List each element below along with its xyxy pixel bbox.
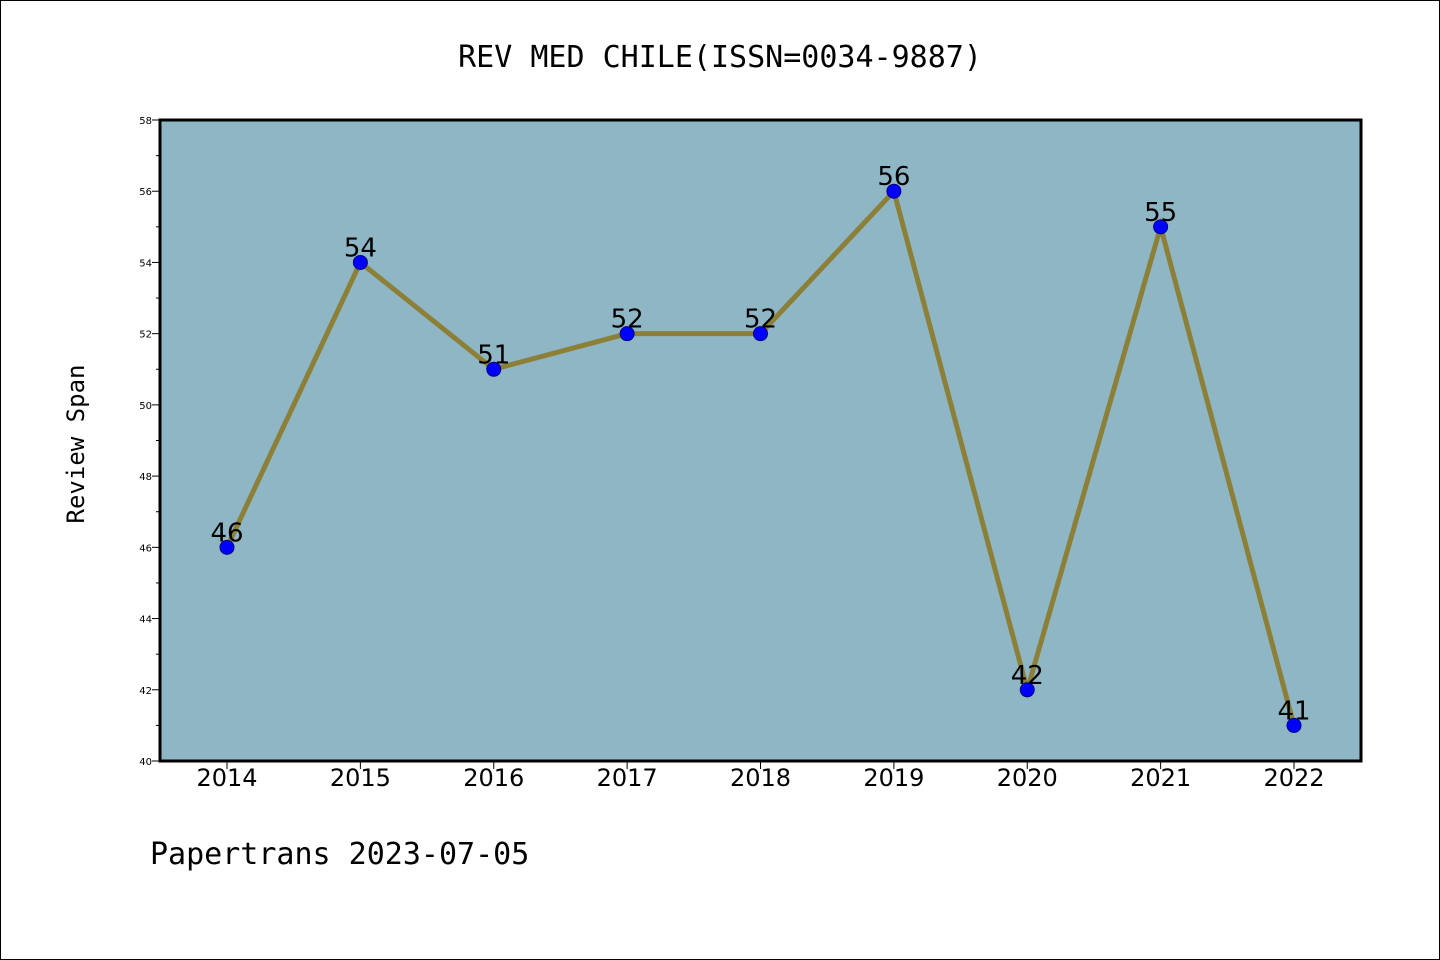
- series-markers-group: [219, 183, 1302, 733]
- x-tick-label: 2017: [597, 764, 658, 792]
- x-axis-ticks: 2014 2015 2016 2017 2018 2019 2020 2021 2022: [196, 761, 1325, 792]
- x-tick-label: 2022: [1263, 764, 1324, 792]
- y-tick-label: 54: [139, 258, 152, 269]
- data-label: 41: [1277, 696, 1310, 726]
- y-tick-label: 42: [139, 686, 152, 697]
- data-point: [619, 326, 635, 342]
- data-point: [352, 254, 368, 270]
- data-point: [1153, 219, 1169, 235]
- plot-border: [158, 118, 1363, 763]
- data-point: [886, 183, 902, 199]
- chart-title: REV MED CHILE(ISSN=0034-9887): [458, 40, 982, 75]
- y-tick-label: 48: [139, 472, 152, 483]
- data-point: [1286, 717, 1302, 733]
- data-label: 52: [611, 305, 644, 335]
- x-tick-label: 2015: [330, 764, 391, 792]
- data-label: 55: [1144, 198, 1177, 228]
- y-axis-ticks: 40 42 44 46 48 50 52 54 56 58: [139, 116, 160, 768]
- y-tick-label: 52: [139, 330, 152, 341]
- data-label: 51: [477, 340, 510, 370]
- y-tick-label: 46: [139, 543, 152, 554]
- x-tick-label: 2020: [997, 764, 1058, 792]
- x-tick-label: 2021: [1130, 764, 1191, 792]
- y-tick-label: 50: [139, 401, 152, 412]
- footer-credit: Papertrans 2023-07-05: [150, 837, 529, 872]
- y-axis-label: Review Span: [62, 365, 90, 524]
- x-tick-label: 2018: [730, 764, 791, 792]
- y-tick-label: 58: [139, 116, 152, 127]
- x-tick-label: 2019: [863, 764, 924, 792]
- data-label: 54: [344, 233, 377, 263]
- data-label: 56: [877, 162, 910, 192]
- data-label: 42: [1011, 661, 1044, 691]
- plot-area: [160, 120, 1361, 761]
- y-tick-label: 56: [139, 187, 152, 198]
- data-label: 46: [210, 518, 243, 548]
- y-tick-label: 40: [139, 757, 152, 768]
- data-labels-group: 46 54 51 52 52 56 42 55 41: [210, 162, 1310, 726]
- x-tick-label: 2014: [196, 764, 257, 792]
- data-point: [1019, 682, 1035, 698]
- data-point: [219, 539, 235, 555]
- y-tick-label: 44: [139, 615, 152, 626]
- x-tick-label: 2016: [463, 764, 524, 792]
- data-label: 52: [744, 305, 777, 335]
- data-point: [753, 326, 768, 342]
- data-point: [486, 361, 502, 377]
